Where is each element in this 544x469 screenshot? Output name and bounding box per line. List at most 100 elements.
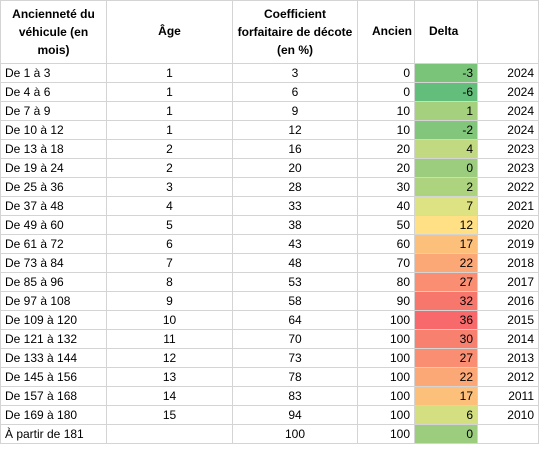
- cell-ancien[interactable]: 70: [357, 253, 415, 273]
- cell-anciennete[interactable]: De 157 à 168: [0, 386, 107, 406]
- cell-age[interactable]: 5: [106, 215, 233, 235]
- cell-delta[interactable]: -3: [414, 63, 478, 83]
- cell-delta[interactable]: 32: [414, 291, 478, 311]
- cell-age[interactable]: 1: [106, 63, 233, 83]
- cell-coefficient[interactable]: 16: [232, 139, 358, 159]
- cell-age[interactable]: 2: [106, 158, 233, 178]
- cell-age[interactable]: 12: [106, 348, 233, 368]
- cell-age[interactable]: 14: [106, 386, 233, 406]
- cell-ancien[interactable]: 0: [357, 63, 415, 83]
- header-year[interactable]: [477, 0, 539, 64]
- cell-ancien[interactable]: 50: [357, 215, 415, 235]
- cell-anciennete[interactable]: De 169 à 180: [0, 405, 107, 425]
- cell-anciennete[interactable]: De 61 à 72: [0, 234, 107, 254]
- cell-anciennete[interactable]: De 19 à 24: [0, 158, 107, 178]
- cell-year[interactable]: 2023: [477, 139, 539, 159]
- cell-ancien[interactable]: 20: [357, 139, 415, 159]
- cell-coefficient[interactable]: 33: [232, 196, 358, 216]
- cell-year[interactable]: 2011: [477, 386, 539, 406]
- cell-ancien[interactable]: 90: [357, 291, 415, 311]
- cell-ancien[interactable]: 10: [357, 120, 415, 140]
- cell-age[interactable]: [106, 424, 233, 444]
- cell-year[interactable]: 2010: [477, 405, 539, 425]
- cell-year[interactable]: 2022: [477, 177, 539, 197]
- cell-coefficient[interactable]: 48: [232, 253, 358, 273]
- cell-coefficient[interactable]: 3: [232, 63, 358, 83]
- cell-age[interactable]: 11: [106, 329, 233, 349]
- cell-year[interactable]: 2020: [477, 215, 539, 235]
- cell-anciennete[interactable]: À partir de 181: [0, 424, 107, 444]
- cell-coefficient[interactable]: 70: [232, 329, 358, 349]
- cell-anciennete[interactable]: De 73 à 84: [0, 253, 107, 273]
- cell-coefficient[interactable]: 58: [232, 291, 358, 311]
- cell-age[interactable]: 2: [106, 139, 233, 159]
- cell-ancien[interactable]: 100: [357, 310, 415, 330]
- cell-anciennete[interactable]: De 109 à 120: [0, 310, 107, 330]
- cell-delta[interactable]: -2: [414, 120, 478, 140]
- cell-ancien[interactable]: 40: [357, 196, 415, 216]
- cell-delta[interactable]: 4: [414, 139, 478, 159]
- cell-delta[interactable]: 27: [414, 348, 478, 368]
- cell-coefficient[interactable]: 9: [232, 101, 358, 121]
- cell-ancien[interactable]: 10: [357, 101, 415, 121]
- cell-coefficient[interactable]: 100: [232, 424, 358, 444]
- cell-delta[interactable]: 27: [414, 272, 478, 292]
- cell-coefficient[interactable]: 38: [232, 215, 358, 235]
- cell-delta[interactable]: 2: [414, 177, 478, 197]
- header-ancien[interactable]: Ancien: [357, 0, 415, 64]
- cell-ancien[interactable]: 30: [357, 177, 415, 197]
- cell-coefficient[interactable]: 43: [232, 234, 358, 254]
- cell-ancien[interactable]: 20: [357, 158, 415, 178]
- cell-coefficient[interactable]: 83: [232, 386, 358, 406]
- cell-delta[interactable]: 1: [414, 101, 478, 121]
- cell-anciennete[interactable]: De 121 à 132: [0, 329, 107, 349]
- cell-year[interactable]: 2024: [477, 101, 539, 121]
- cell-anciennete[interactable]: De 37 à 48: [0, 196, 107, 216]
- cell-year[interactable]: [477, 424, 539, 444]
- cell-ancien[interactable]: 100: [357, 386, 415, 406]
- cell-age[interactable]: 6: [106, 234, 233, 254]
- cell-delta[interactable]: 22: [414, 367, 478, 387]
- cell-delta[interactable]: 36: [414, 310, 478, 330]
- cell-ancien[interactable]: 100: [357, 424, 415, 444]
- cell-coefficient[interactable]: 73: [232, 348, 358, 368]
- cell-year[interactable]: 2017: [477, 272, 539, 292]
- cell-coefficient[interactable]: 6: [232, 82, 358, 102]
- cell-coefficient[interactable]: 28: [232, 177, 358, 197]
- cell-delta[interactable]: -6: [414, 82, 478, 102]
- cell-age[interactable]: 4: [106, 196, 233, 216]
- cell-anciennete[interactable]: De 145 à 156: [0, 367, 107, 387]
- cell-year[interactable]: 2013: [477, 348, 539, 368]
- cell-ancien[interactable]: 100: [357, 405, 415, 425]
- cell-delta[interactable]: 17: [414, 386, 478, 406]
- cell-age[interactable]: 9: [106, 291, 233, 311]
- cell-year[interactable]: 2024: [477, 82, 539, 102]
- cell-age[interactable]: 13: [106, 367, 233, 387]
- cell-anciennete[interactable]: De 4 à 6: [0, 82, 107, 102]
- cell-year[interactable]: 2019: [477, 234, 539, 254]
- cell-anciennete[interactable]: De 25 à 36: [0, 177, 107, 197]
- cell-ancien[interactable]: 0: [357, 82, 415, 102]
- cell-delta[interactable]: 12: [414, 215, 478, 235]
- cell-age[interactable]: 8: [106, 272, 233, 292]
- header-anciennete[interactable]: Ancienneté du véhicule (en mois): [0, 0, 107, 64]
- cell-age[interactable]: 3: [106, 177, 233, 197]
- cell-age[interactable]: 10: [106, 310, 233, 330]
- cell-ancien[interactable]: 60: [357, 234, 415, 254]
- cell-anciennete[interactable]: De 49 à 60: [0, 215, 107, 235]
- cell-year[interactable]: 2018: [477, 253, 539, 273]
- cell-coefficient[interactable]: 12: [232, 120, 358, 140]
- cell-anciennete[interactable]: De 10 à 12: [0, 120, 107, 140]
- cell-ancien[interactable]: 100: [357, 348, 415, 368]
- cell-delta[interactable]: 0: [414, 158, 478, 178]
- cell-coefficient[interactable]: 64: [232, 310, 358, 330]
- cell-delta[interactable]: 0: [414, 424, 478, 444]
- cell-year[interactable]: 2024: [477, 120, 539, 140]
- cell-delta[interactable]: 30: [414, 329, 478, 349]
- cell-anciennete[interactable]: De 85 à 96: [0, 272, 107, 292]
- cell-ancien[interactable]: 100: [357, 329, 415, 349]
- cell-anciennete[interactable]: De 133 à 144: [0, 348, 107, 368]
- cell-ancien[interactable]: 100: [357, 367, 415, 387]
- cell-delta[interactable]: 6: [414, 405, 478, 425]
- cell-year[interactable]: 2012: [477, 367, 539, 387]
